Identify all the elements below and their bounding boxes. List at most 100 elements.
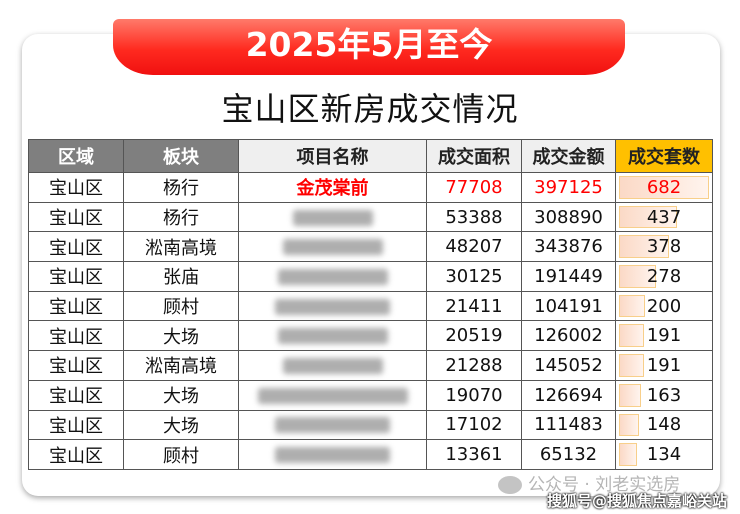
units-cell: 163 xyxy=(615,379,713,411)
page-title: 宝山区新房成交情况 xyxy=(221,90,519,128)
units-cell: 191 xyxy=(615,320,713,352)
blurred-project-name xyxy=(275,417,390,434)
sohu-watermark: 搜狐号@搜狐焦点嘉峪关站 xyxy=(547,492,728,510)
project-cell xyxy=(238,350,427,381)
col-units: 成交套数 xyxy=(615,139,713,173)
amount-cell: 104191 xyxy=(521,290,616,322)
table-row: 宝山区 顾村 21411 104191 200 xyxy=(28,290,713,322)
project-cell xyxy=(238,231,427,263)
units-cell: 278 xyxy=(615,261,713,292)
district-cell: 宝山区 xyxy=(28,379,124,411)
wechat-watermark: 公众号 · 刘老实选房 xyxy=(498,470,680,495)
area-cell: 大场 xyxy=(123,320,239,352)
amount-cell: 111483 xyxy=(521,409,616,441)
project-cell xyxy=(238,290,427,322)
amount-cell: 397125 xyxy=(521,172,616,203)
project-cell: 金茂棠前 xyxy=(238,172,427,203)
project-cell xyxy=(238,409,427,441)
units-value: 163 xyxy=(646,384,682,406)
units-cell: 378 xyxy=(615,231,713,263)
district-cell: 宝山区 xyxy=(28,439,124,470)
sqm-cell: 19070 xyxy=(426,379,522,411)
sqm-cell: 21288 xyxy=(426,350,522,381)
units-data-bar xyxy=(619,235,669,259)
units-cell: 134 xyxy=(615,439,713,470)
sqm-cell: 30125 xyxy=(426,261,522,292)
project-cell xyxy=(238,379,427,411)
col-district: 区域 xyxy=(28,139,124,173)
units-cell: 682 xyxy=(615,172,713,203)
col-project: 项目名称 xyxy=(238,139,427,173)
sqm-cell: 21411 xyxy=(426,290,522,322)
district-cell: 宝山区 xyxy=(28,320,124,352)
blurred-project-name xyxy=(275,447,390,464)
units-data-bar xyxy=(619,383,641,407)
sqm-cell: 53388 xyxy=(426,201,522,233)
units-value: 200 xyxy=(646,295,682,317)
area-cell: 杨行 xyxy=(123,201,239,233)
units-cell: 200 xyxy=(615,290,713,322)
banner-text: 2025年5月至今 xyxy=(245,25,493,64)
units-value: 134 xyxy=(646,444,682,466)
blurred-project-name xyxy=(275,298,390,315)
project-cell xyxy=(238,201,427,233)
sqm-cell: 17102 xyxy=(426,409,522,441)
blurred-project-name xyxy=(282,357,383,374)
units-value: 278 xyxy=(646,265,682,287)
table-row: 宝山区 顾村 13361 65132 134 xyxy=(28,439,713,470)
units-data-bar xyxy=(619,443,637,466)
project-cell xyxy=(238,261,427,292)
district-cell: 宝山区 xyxy=(28,172,124,203)
sqm-cell: 13361 xyxy=(426,439,522,470)
units-value: 148 xyxy=(646,414,682,436)
amount-cell: 145052 xyxy=(521,350,616,381)
amount-cell: 126002 xyxy=(521,320,616,352)
col-area: 板块 xyxy=(123,139,239,173)
district-cell: 宝山区 xyxy=(28,201,124,233)
units-data-bar xyxy=(619,294,646,318)
units-data-bar xyxy=(619,205,677,229)
units-data-bar xyxy=(619,176,709,199)
units-cell: 191 xyxy=(615,350,713,381)
sqm-cell: 77708 xyxy=(426,172,522,203)
units-value: 437 xyxy=(646,206,682,228)
area-cell: 顾村 xyxy=(123,290,239,322)
amount-cell: 126694 xyxy=(521,379,616,411)
units-data-bar xyxy=(619,354,645,377)
district-cell: 宝山区 xyxy=(28,409,124,441)
table-row: 宝山区 大场 17102 111483 148 xyxy=(28,409,713,441)
date-banner xyxy=(113,19,625,75)
district-cell: 宝山区 xyxy=(28,231,124,263)
units-value: 191 xyxy=(646,325,682,347)
units-value: 191 xyxy=(646,354,682,376)
area-cell: 顾村 xyxy=(123,439,239,470)
table-row: 宝山区 淞南高境 48207 343876 378 xyxy=(28,231,713,263)
amount-cell: 308890 xyxy=(521,201,616,233)
sqm-cell: 20519 xyxy=(426,320,522,352)
blurred-project-name xyxy=(277,268,388,285)
units-value: 378 xyxy=(646,236,682,258)
blurred-project-name xyxy=(282,239,383,256)
units-cell: 437 xyxy=(615,201,713,233)
units-data-bar xyxy=(619,265,656,288)
project-cell xyxy=(238,320,427,352)
district-cell: 宝山区 xyxy=(28,261,124,292)
table-row: 宝山区 张庙 30125 191449 278 xyxy=(28,261,713,292)
table-row: 宝山区 杨行 金茂棠前 77708 397125 682 xyxy=(28,172,713,203)
wechat-watermark-text: 公众号 · 刘老实选房 xyxy=(528,475,681,495)
units-cell: 148 xyxy=(615,409,713,441)
area-cell: 淞南高境 xyxy=(123,231,239,263)
area-cell: 淞南高境 xyxy=(123,350,239,381)
district-cell: 宝山区 xyxy=(28,290,124,322)
table-row: 宝山区 大场 19070 126694 163 xyxy=(28,379,713,411)
district-cell: 宝山区 xyxy=(28,350,124,381)
blurred-project-name xyxy=(257,387,408,404)
project-cell xyxy=(238,439,427,470)
table-row: 宝山区 大场 20519 126002 191 xyxy=(28,320,713,352)
col-amount: 成交金额 xyxy=(521,139,616,173)
sales-table: 区域 板块 项目名称 成交面积 成交金额 成交套数 宝山区 杨行 金茂棠前 77… xyxy=(28,139,713,470)
amount-cell: 65132 xyxy=(521,439,616,470)
project-name: 金茂棠前 xyxy=(296,178,369,200)
units-data-bar xyxy=(619,324,645,348)
amount-cell: 191449 xyxy=(521,261,616,292)
